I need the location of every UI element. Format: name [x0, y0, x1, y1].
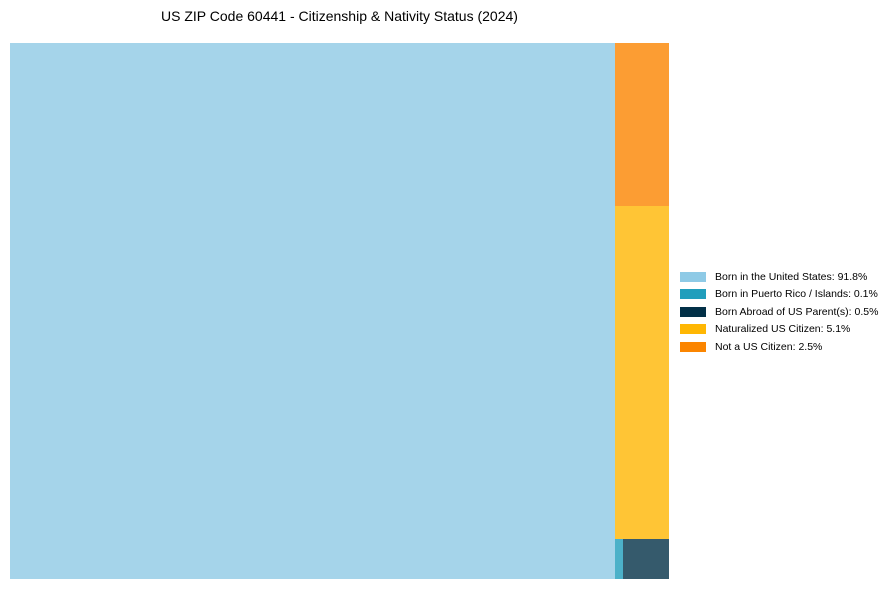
legend-swatch	[680, 271, 706, 282]
legend-item-born-puerto-rico: Born in Puerto Rico / Islands: 0.1%	[680, 286, 878, 304]
chart-title: US ZIP Code 60441 - Citizenship & Nativi…	[161, 8, 518, 24]
tile-naturalized	[615, 206, 669, 539]
legend-item-naturalized: Naturalized US Citizen: 5.1%	[680, 321, 878, 339]
legend-item-born-in-us: Born in the United States: 91.8%	[680, 268, 878, 286]
legend-swatch	[680, 341, 706, 352]
tile-not-us-citizen	[615, 43, 669, 206]
legend-item-not-citizen: Not a US Citizen: 2.5%	[680, 338, 878, 356]
legend-label: Not a US Citizen: 2.5%	[715, 340, 823, 353]
legend: Born in the United States: 91.8% Born in…	[680, 268, 878, 356]
legend-label: Born Abroad of US Parent(s): 0.5%	[715, 305, 879, 318]
tile-born-puerto-rico	[615, 539, 623, 579]
legend-swatch	[680, 324, 706, 335]
tile-born-abroad-us-parents	[623, 539, 669, 579]
legend-label: Naturalized US Citizen: 5.1%	[715, 323, 851, 336]
legend-label: Born in Puerto Rico / Islands: 0.1%	[715, 288, 878, 301]
legend-label: Born in the United States: 91.8%	[715, 270, 868, 283]
legend-swatch	[680, 306, 706, 317]
tile-born-in-us	[10, 43, 615, 579]
treemap	[10, 43, 669, 579]
legend-swatch	[680, 289, 706, 300]
legend-item-born-abroad: Born Abroad of US Parent(s): 0.5%	[680, 303, 878, 321]
